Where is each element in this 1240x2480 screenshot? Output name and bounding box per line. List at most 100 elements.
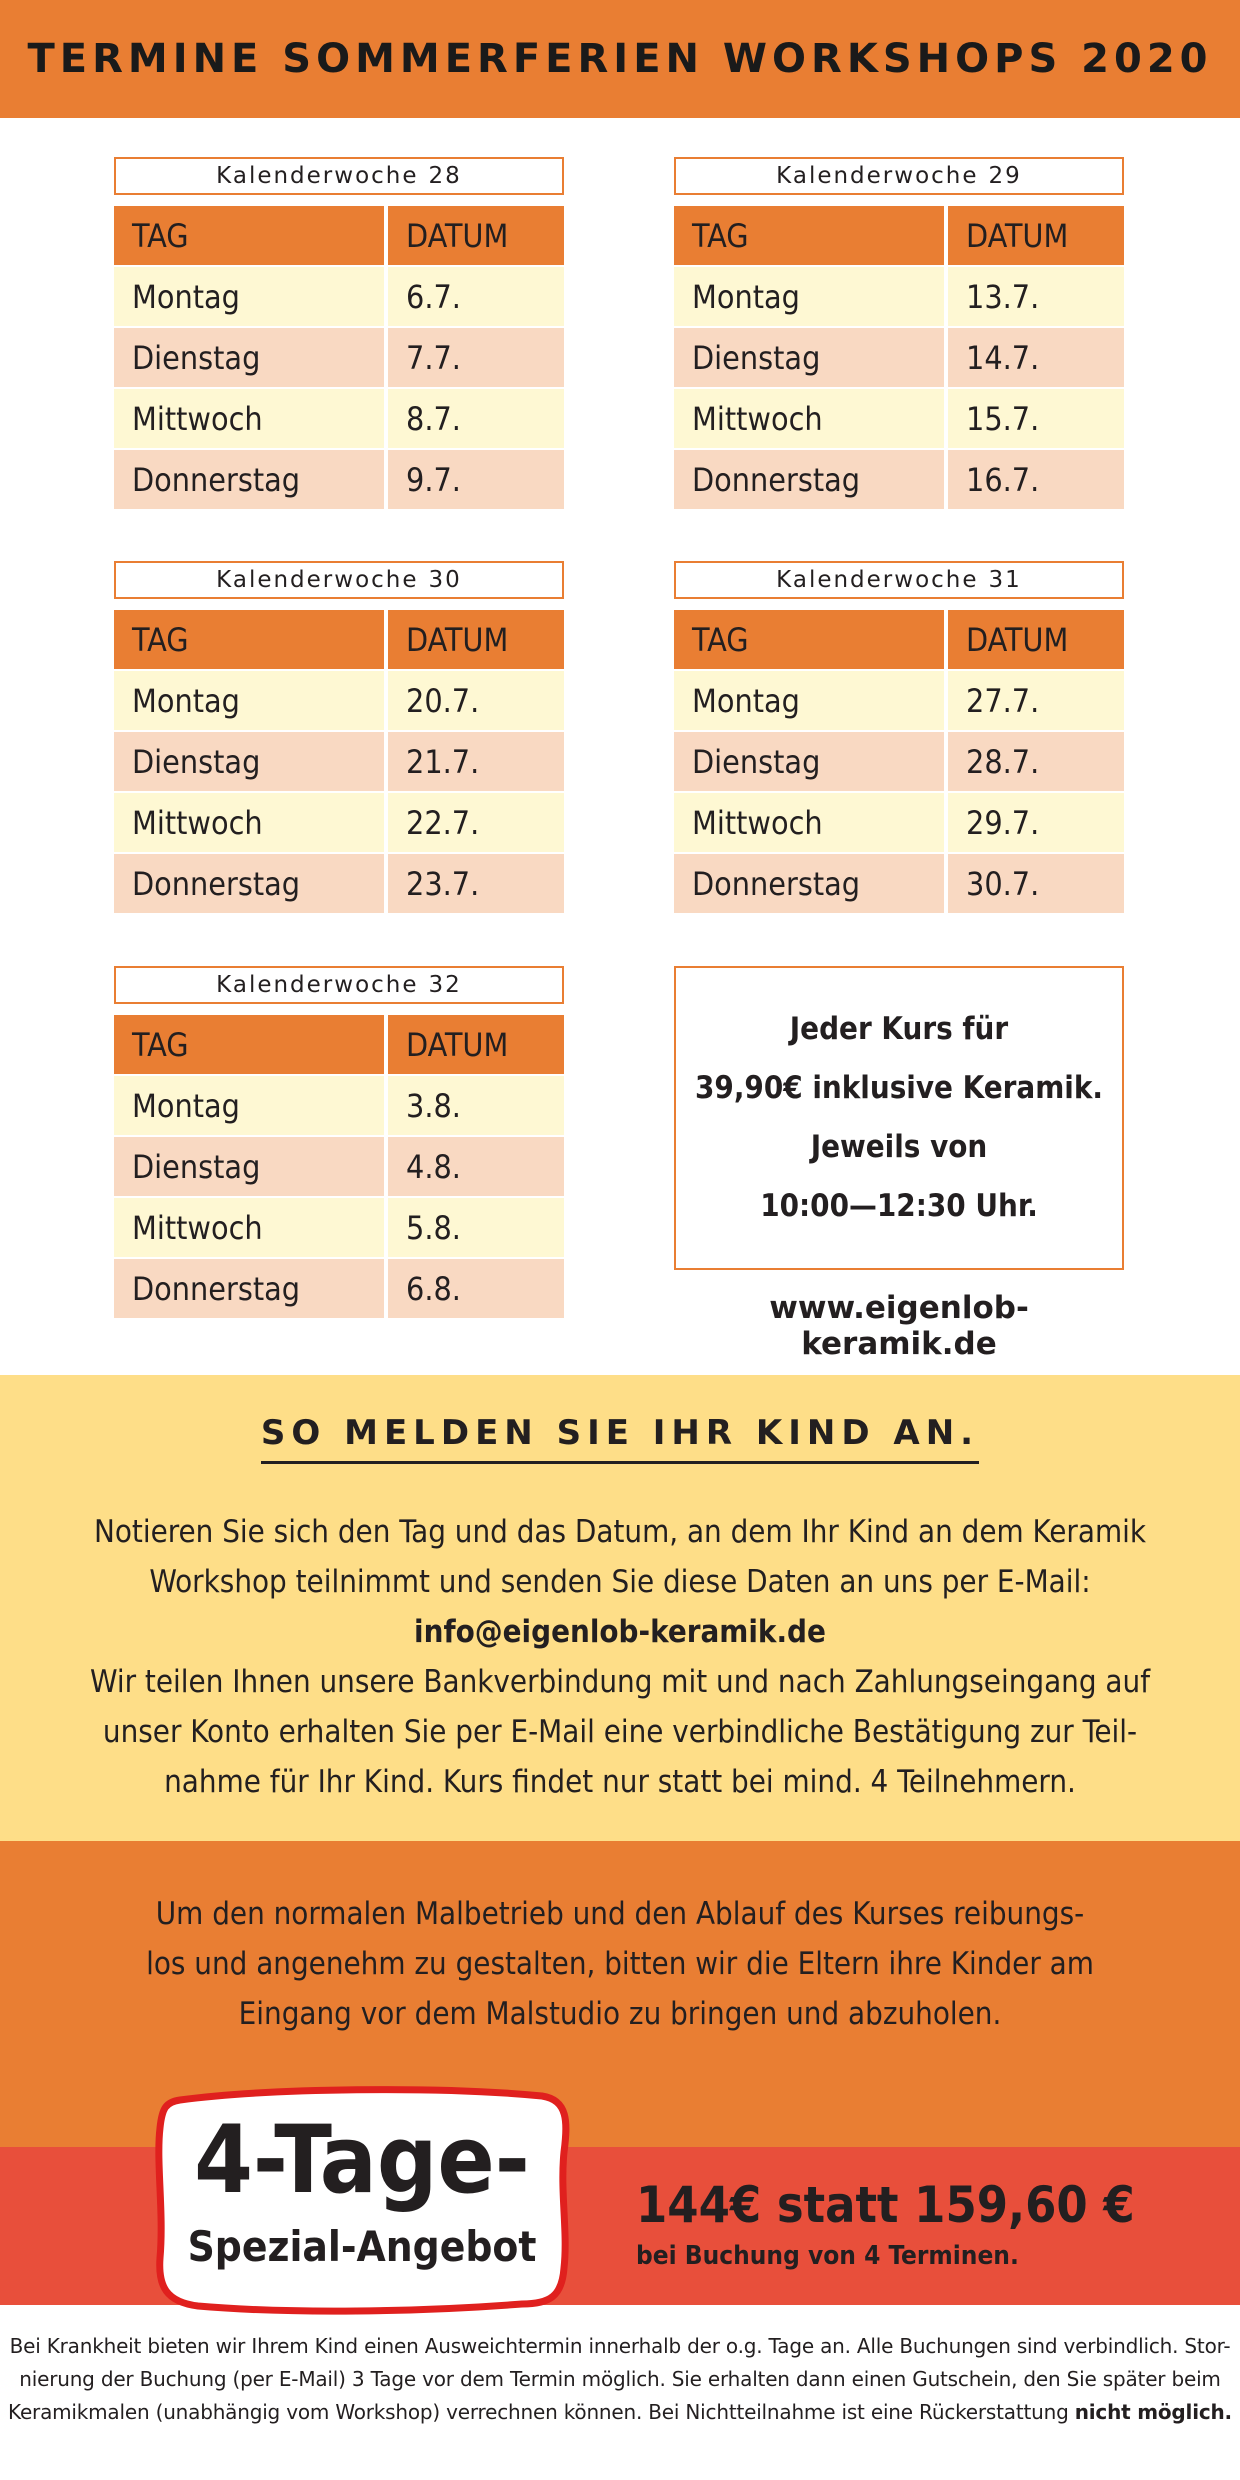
- column-header-day: TAG: [114, 1015, 388, 1076]
- day-cell: Dienstag: [674, 328, 948, 389]
- week-label-text: Kalenderwoche: [216, 163, 419, 189]
- table-header-row: TAG DATUM: [114, 1015, 564, 1076]
- registration-section: SO MELDEN SIE IHR KIND AN. Notieren Sie …: [0, 1375, 1240, 1841]
- day-cell: Donnerstag: [674, 854, 948, 915]
- table-row: Mittwoch 8.7.: [114, 389, 564, 450]
- email-link[interactable]: info@eigenlob-keramik.de: [414, 1614, 826, 1650]
- week-32-schedule: Kalenderwoche 32 TAG DATUM Montag 3.8. Diensta…: [114, 966, 564, 1320]
- info-line: Jeweils von: [810, 1129, 988, 1165]
- day-cell: Dienstag: [114, 1137, 388, 1198]
- day-cell: Dienstag: [114, 328, 388, 389]
- info-line: Jeder Kurs für: [789, 1011, 1009, 1047]
- week-number: 32: [428, 972, 462, 998]
- date-cell: 14.7.: [948, 328, 1124, 389]
- table-row: Dienstag 21.7.: [114, 732, 564, 793]
- parents-note-line: Um den normalen Malbetrieb und den Ablau…: [155, 1896, 1085, 1932]
- offer-note: bei Buchung von 4 Terminen.: [636, 2241, 1019, 2271]
- date-cell: 5.8.: [388, 1198, 564, 1259]
- week-31-schedule: Kalenderwoche 31 TAG DATUM Montag 27.7. Dienst…: [674, 561, 1124, 915]
- registration-line: Notieren Sie sich den Tag und das Datum,…: [93, 1514, 1147, 1550]
- column-header-date: DATUM: [388, 1015, 564, 1076]
- date-cell: 7.7.: [388, 328, 564, 389]
- date-cell: 6.8.: [388, 1259, 564, 1320]
- footer-line: Bei Krankheit bieten wir Ihrem Kind eine…: [9, 2334, 1231, 2358]
- day-cell: Dienstag: [674, 732, 948, 793]
- parents-note-line: Eingang vor dem Malstudio zu bringen und…: [238, 1996, 1002, 2032]
- offer-price: 144€ statt 159,60 €: [636, 2176, 1135, 2234]
- table-row: Donnerstag 6.8.: [114, 1259, 564, 1320]
- week-28-schedule: Kalenderwoche 28 TAG DATUM Montag 6.7. Diensta…: [114, 157, 564, 511]
- date-cell: 21.7.: [388, 732, 564, 793]
- special-offer-badge: 4-Tage- Spezial-Angebot: [150, 2082, 574, 2316]
- page-title: TERMINE SOMMERFERIEN WORKSHOPS 2020: [27, 36, 1213, 82]
- badge-shape: [155, 2086, 570, 2315]
- day-cell: Montag: [114, 1076, 388, 1137]
- date-cell: 16.7.: [948, 450, 1124, 511]
- table-row: Montag 27.7.: [674, 671, 1124, 732]
- date-cell: 13.7.: [948, 267, 1124, 328]
- table-row: Mittwoch 22.7.: [114, 793, 564, 854]
- table-row: Donnerstag 16.7.: [674, 450, 1124, 511]
- schedule-table: TAG DATUM Montag 20.7. Dienstag 21.7. Mittwoch…: [114, 610, 564, 915]
- day-cell: Mittwoch: [114, 1198, 388, 1259]
- column-header-day: TAG: [674, 610, 948, 671]
- schedule-table: TAG DATUM Montag 3.8. Dienstag 4.8. Mittwoch 5.…: [114, 1015, 564, 1320]
- week-label-text: Kalenderwoche: [776, 163, 979, 189]
- schedule-table: TAG DATUM Montag 6.7. Dienstag 7.7. Mittwoch 8.…: [114, 206, 564, 511]
- calendar-week-label: Kalenderwoche 29: [674, 157, 1124, 195]
- calendar-week-label: Kalenderwoche 28: [114, 157, 564, 195]
- day-cell: Donnerstag: [114, 450, 388, 511]
- date-cell: 30.7.: [948, 854, 1124, 915]
- calendar-week-label: Kalenderwoche 32: [114, 966, 564, 1004]
- table-row: Donnerstag 30.7.: [674, 854, 1124, 915]
- column-header-day: TAG: [674, 206, 948, 267]
- day-cell: Montag: [114, 267, 388, 328]
- week-label-text: Kalenderwoche: [216, 972, 419, 998]
- date-cell: 15.7.: [948, 389, 1124, 450]
- website-link[interactable]: www.eigenlob-keramik.de: [769, 1290, 1029, 1362]
- column-header-date: DATUM: [388, 206, 564, 267]
- week-number: 30: [428, 567, 462, 593]
- parents-note-line: los und angenehm zu gestalten, bitten wi…: [146, 1946, 1094, 1982]
- date-cell: 6.7.: [388, 267, 564, 328]
- info-line: 39,90€ inklusive Keramik.: [695, 1070, 1103, 1106]
- registration-line: Workshop teilnimmt und senden Sie diese …: [149, 1564, 1091, 1600]
- registration-line: unser Konto erhalten Sie per E-Mail eine…: [102, 1714, 1138, 1750]
- footer-bold-text: nicht möglich.: [1074, 2400, 1232, 2424]
- column-header-date: DATUM: [948, 206, 1124, 267]
- calendar-week-label: Kalenderwoche 30: [114, 561, 564, 599]
- table-row: Montag 20.7.: [114, 671, 564, 732]
- date-cell: 27.7.: [948, 671, 1124, 732]
- date-cell: 29.7.: [948, 793, 1124, 854]
- date-cell: 28.7.: [948, 732, 1124, 793]
- table-row: Dienstag 7.7.: [114, 328, 564, 389]
- course-info-box: Jeder Kurs für 39,90€ inklusive Keramik.…: [674, 966, 1124, 1270]
- info-line: 10:00—12:30 Uhr.: [760, 1188, 1038, 1224]
- day-cell: Donnerstag: [114, 1259, 388, 1320]
- table-row: Montag 13.7.: [674, 267, 1124, 328]
- week-30-schedule: Kalenderwoche 30 TAG DATUM Montag 20.7. Dienst…: [114, 561, 564, 915]
- day-cell: Mittwoch: [674, 793, 948, 854]
- parents-note-text: Um den normalen Malbetrieb und den Ablau…: [0, 1889, 1240, 2039]
- schedule-table: TAG DATUM Montag 27.7. Dienstag 28.7. Mittwoch…: [674, 610, 1124, 915]
- week-label-text: Kalenderwoche: [216, 567, 419, 593]
- column-header-day: TAG: [114, 610, 388, 671]
- table-header-row: TAG DATUM: [114, 610, 564, 671]
- table-row: Dienstag 4.8.: [114, 1137, 564, 1198]
- footer-line-text: Keramikmalen (unabhängig vom Workshop) v…: [8, 2400, 1069, 2424]
- calendar-week-label: Kalenderwoche 31: [674, 561, 1124, 599]
- table-row: Donnerstag 9.7.: [114, 450, 564, 511]
- week-number: 28: [428, 163, 462, 189]
- schedule-table: TAG DATUM Montag 13.7. Dienstag 14.7. Mittwoch…: [674, 206, 1124, 511]
- column-header-day: TAG: [114, 206, 388, 267]
- date-cell: 23.7.: [388, 854, 564, 915]
- week-number: 29: [988, 163, 1022, 189]
- table-header-row: TAG DATUM: [674, 610, 1124, 671]
- table-row: Mittwoch 15.7.: [674, 389, 1124, 450]
- day-cell: Mittwoch: [114, 793, 388, 854]
- day-cell: Montag: [674, 671, 948, 732]
- table-row: Montag 6.7.: [114, 267, 564, 328]
- registration-text: Notieren Sie sich den Tag und das Datum,…: [0, 1507, 1240, 1807]
- day-cell: Mittwoch: [114, 389, 388, 450]
- table-row: Mittwoch 29.7.: [674, 793, 1124, 854]
